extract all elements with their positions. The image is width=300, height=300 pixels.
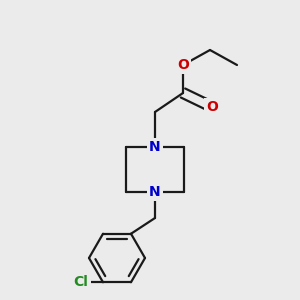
Text: O: O — [206, 100, 218, 114]
Text: Cl: Cl — [74, 275, 88, 289]
Text: N: N — [149, 140, 161, 154]
Text: O: O — [177, 58, 189, 72]
Text: N: N — [149, 185, 161, 199]
